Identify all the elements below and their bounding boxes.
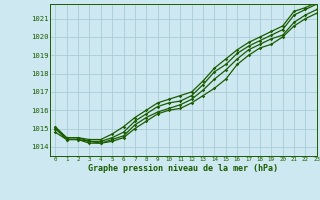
X-axis label: Graphe pression niveau de la mer (hPa): Graphe pression niveau de la mer (hPa) [88,164,278,173]
